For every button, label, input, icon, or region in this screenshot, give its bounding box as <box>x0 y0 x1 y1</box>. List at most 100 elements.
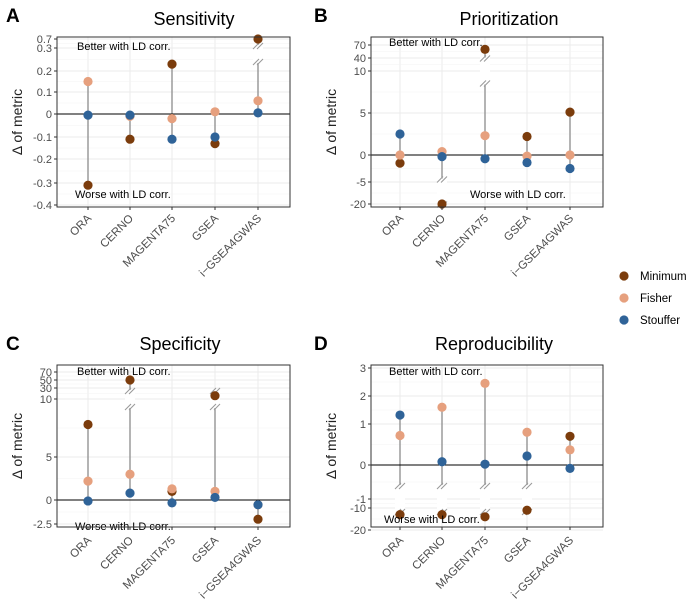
panel-d-x-tick-label: CERNO <box>410 535 448 573</box>
panel-d-y-tick-label: 3 <box>360 363 366 375</box>
panel-a-point-stouffer <box>253 108 263 118</box>
panel-a-y-tick-label: 0 <box>46 109 52 121</box>
panel-d: D Reproducibility Better with LD corr. Wors… <box>314 334 604 601</box>
panel-c-point-stouffer <box>125 488 135 498</box>
panel-d-point-minimum <box>395 509 405 520</box>
panel-d-annotation-better: Better with LD corr. <box>389 366 483 378</box>
panel-b-y-axis-title: Δ of metric <box>323 89 339 155</box>
panel-c-y-tick-label: 50 <box>40 375 52 387</box>
panel-a-letter: A <box>6 6 20 27</box>
panel-d-border <box>370 364 604 528</box>
panel-b-point-fisher <box>395 150 405 160</box>
panel-d-y-tick-label: 0 <box>360 460 366 472</box>
panel-a-point-fisher <box>167 114 177 124</box>
panel-b: B Prioritization Better with LD corr. Worse… <box>314 6 604 279</box>
panel-c-y-tick-label: 70 <box>40 367 52 379</box>
panel-d-x-tick-label: GSEA <box>502 534 533 565</box>
legend-label-fisher: Fisher <box>640 293 672 305</box>
panel-d-y-tick-label: -1 <box>356 494 366 506</box>
panel-b-point-minimum <box>522 131 532 142</box>
panel-a-y-tick-label: 0.2 <box>37 66 52 78</box>
panel-c-x-tick-label: GSEA <box>190 534 221 565</box>
panel-a-x-tick-label: CERNO <box>98 213 136 251</box>
panel-d-point-minimum <box>480 512 490 522</box>
panel-b-point-stouffer <box>480 154 490 164</box>
panel-b-point-minimum <box>565 107 575 117</box>
panel-b-y-tick-label: 40 <box>354 53 366 65</box>
panel-d-point-fisher <box>522 427 532 437</box>
panel-b-x-tick-label: ORA <box>380 212 406 238</box>
panel-b-y-tick-label: 10 <box>354 66 366 78</box>
panel-a-y-tick-label: 0.3 <box>37 43 52 55</box>
legend-label-stouffer: Stouffer <box>640 315 680 327</box>
panel-d-point-stouffer <box>522 451 532 461</box>
panel-d-point-stouffer <box>565 463 575 473</box>
panel-b-axis-break-marker <box>479 55 491 87</box>
panel-d-letter: D <box>314 334 328 355</box>
legend-item-stouffer: Stouffer <box>619 315 680 327</box>
panel-a-x-tick-label: ORA <box>68 212 94 238</box>
panel-a-point-stouffer <box>125 110 135 120</box>
panel-a-y-tick-label: -0.3 <box>33 178 52 190</box>
panel-d-point-fisher <box>565 445 575 455</box>
legend-swatch-stouffer <box>619 315 629 325</box>
panel-a-point-minimum <box>83 180 93 190</box>
panel-c-point-stouffer <box>167 498 177 508</box>
panel-a-point-fisher <box>253 96 263 106</box>
panel-d-point-minimum <box>437 509 447 520</box>
panel-c-y-tick-label: -2.5 <box>33 519 52 531</box>
panel-a-title: Sensitivity <box>153 9 234 29</box>
panel-c-point-fisher <box>167 484 177 494</box>
panel-b-point-stouffer <box>395 129 405 139</box>
panel-c-x-tick-label: ORA <box>68 534 94 560</box>
panel-c-point-stouffer <box>253 500 263 510</box>
panel-d-axis-break-marker <box>479 482 491 516</box>
panel-c-y-axis-title: Δ of metric <box>9 413 25 479</box>
panel-a-border <box>56 36 291 208</box>
panel-a: A Sensitivity Better with LD corr. Worse wi… <box>6 6 291 279</box>
panel-b-y-tick-label: 0 <box>360 150 366 162</box>
panel-d-point-minimum <box>565 431 575 441</box>
legend-swatch-fisher <box>619 293 629 303</box>
panel-b-x-tick-label: CERNO <box>410 213 448 251</box>
panel-d-annotation-worse: Worse with LD corr. <box>384 514 480 526</box>
panel-c-x-tick-label: CERNO <box>98 535 136 573</box>
panel-c-point-minimum <box>83 419 93 430</box>
panel-d-x-tick-label: ORA <box>380 534 406 560</box>
panel-c-axis-break-marker <box>124 387 136 411</box>
panel-a-y-tick-label: -0.2 <box>33 154 52 166</box>
panel-c-title: Specificity <box>139 334 220 354</box>
panel-b-letter: B <box>314 6 328 27</box>
panel-b-point-stouffer <box>522 157 532 168</box>
panel-b-border <box>370 36 604 208</box>
panel-a-point-minimum <box>253 34 263 44</box>
panel-b-point-fisher <box>522 151 532 161</box>
panel-a-point-fisher <box>83 76 93 87</box>
panel-d-y-tick-label: -20 <box>350 525 366 537</box>
legend-item-minimum: Minimum <box>619 271 687 283</box>
panel-d-point-stouffer <box>395 410 405 420</box>
panel-c-point-minimum <box>210 391 220 401</box>
panel-a-annotation-worse: Worse with LD corr. <box>75 189 171 201</box>
panel-b-point-fisher <box>565 150 575 160</box>
panel-d-point-minimum <box>522 505 532 515</box>
panel-b-point-fisher <box>480 131 490 141</box>
panel-a-x-tick-label: GSEA <box>190 212 221 243</box>
panel-c-point-fisher <box>125 469 135 479</box>
panel-a-point-stouffer <box>167 134 177 144</box>
panel-a-y-tick-label: -0.1 <box>33 132 52 144</box>
panel-d-y-axis-title: Δ of metric <box>323 413 339 479</box>
panel-b-point-minimum <box>480 44 490 54</box>
panel-c-border <box>56 364 291 528</box>
legend: Minimum Fisher Stouffer <box>619 271 687 327</box>
panel-c-y-tick-label: 0 <box>46 495 52 507</box>
panel-b-title: Prioritization <box>459 9 558 29</box>
panel-b-point-stouffer <box>565 163 575 174</box>
legend-item-fisher: Fisher <box>619 293 672 305</box>
panel-b-annotation-better: Better with LD corr. <box>389 37 483 49</box>
panel-b-point-minimum <box>395 158 405 168</box>
panel-a-annotation-better: Better with LD corr. <box>77 41 171 53</box>
panel-c-y-tick-label: 5 <box>46 452 52 464</box>
panel-a-y-axis-title: Δ of metric <box>9 89 25 155</box>
